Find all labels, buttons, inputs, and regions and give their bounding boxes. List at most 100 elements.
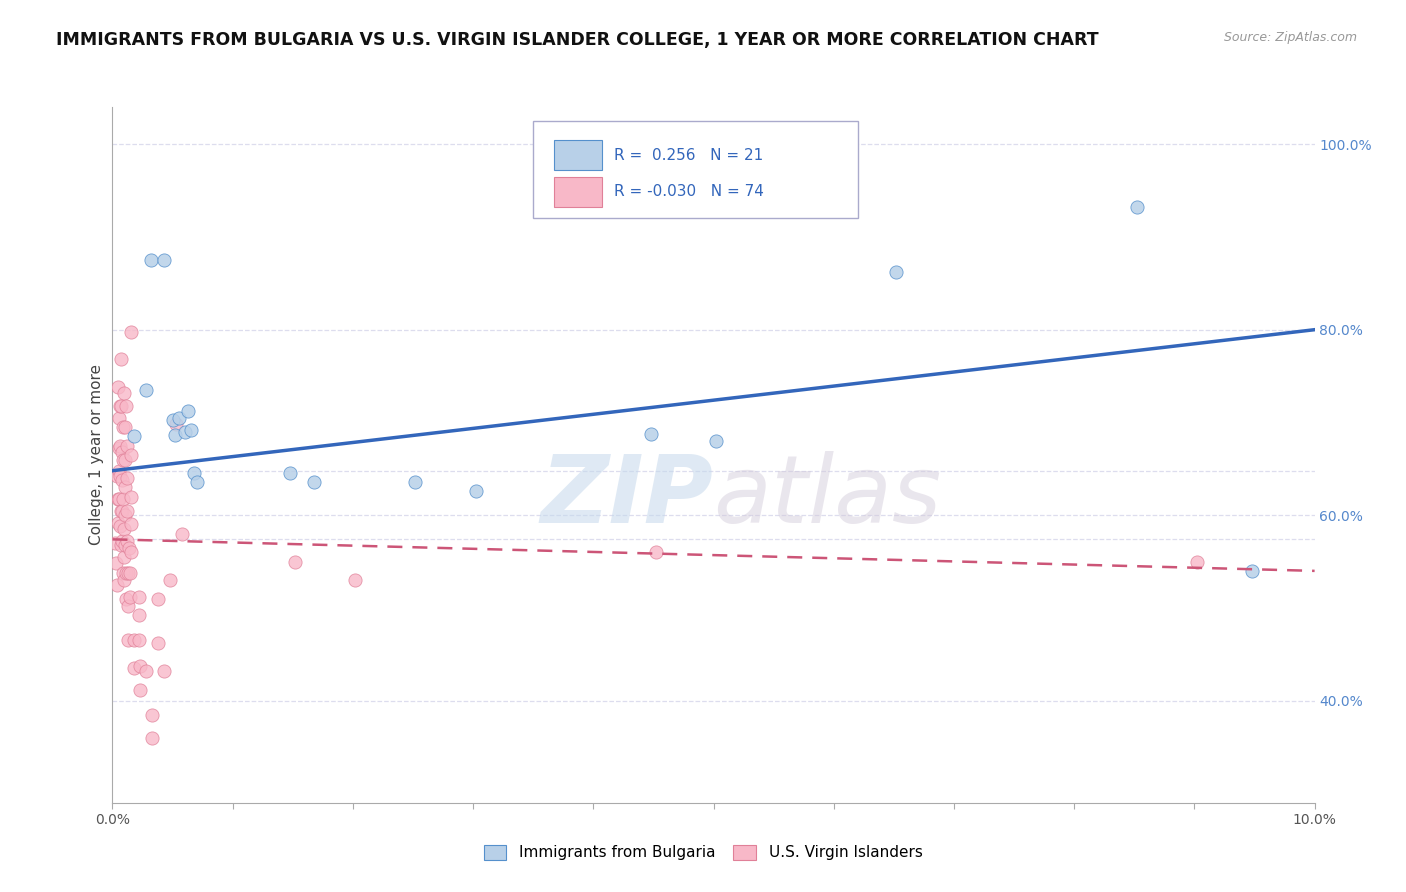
Point [120, 517, 142, 532]
Point [122, 633, 145, 648]
Point [128, 633, 150, 648]
Point [118, 590, 141, 604]
Point [110, 469, 132, 483]
Point [111, 503, 134, 517]
Point [107, 410, 129, 425]
Point [112, 522, 135, 536]
Point [180, 423, 202, 437]
Point [128, 682, 150, 697]
Point [128, 608, 150, 623]
Point [110, 445, 132, 459]
Point [172, 526, 194, 541]
Point [124, 661, 146, 675]
Point [107, 380, 129, 394]
Point [110, 538, 132, 552]
Point [114, 508, 136, 523]
Point [114, 566, 136, 580]
Point [108, 464, 131, 478]
Point [640, 426, 662, 441]
Point [162, 412, 184, 426]
Point [135, 664, 157, 678]
Text: R =  0.256   N = 21: R = 0.256 N = 21 [614, 147, 763, 162]
Point [115, 439, 138, 453]
Point [141, 707, 163, 722]
Point [1241, 564, 1264, 578]
Bar [554, 178, 602, 207]
Point [107, 491, 129, 506]
Point [117, 534, 139, 549]
Point [139, 253, 162, 268]
Point [112, 491, 135, 506]
Point [177, 404, 200, 418]
Point [120, 490, 142, 504]
Point [183, 466, 205, 480]
Point [111, 534, 134, 549]
Point [128, 658, 150, 673]
Text: Source: ZipAtlas.com: Source: ZipAtlas.com [1223, 31, 1357, 45]
Point [112, 549, 135, 564]
Text: R = -0.030   N = 74: R = -0.030 N = 74 [614, 185, 763, 200]
Point [117, 566, 139, 580]
Point [165, 417, 187, 432]
Legend: Immigrants from Bulgaria, U.S. Virgin Islanders: Immigrants from Bulgaria, U.S. Virgin Is… [478, 838, 928, 866]
Point [114, 538, 136, 552]
Point [120, 448, 142, 462]
Point [114, 452, 136, 467]
Point [108, 399, 131, 413]
Point [128, 590, 150, 604]
Point [1185, 555, 1208, 569]
Point [108, 519, 131, 533]
Y-axis label: College, 1 year or more: College, 1 year or more [89, 365, 104, 545]
Point [159, 573, 181, 587]
Point [404, 475, 426, 489]
Point [153, 253, 176, 268]
Point [464, 484, 486, 499]
Point [112, 573, 135, 587]
FancyBboxPatch shape [533, 121, 858, 219]
Point [115, 591, 138, 606]
Point [146, 591, 169, 606]
Point [108, 491, 131, 506]
Point [118, 541, 141, 555]
Point [117, 633, 139, 648]
Point [280, 466, 302, 480]
Point [884, 265, 907, 279]
Point [114, 420, 136, 434]
Point [104, 536, 127, 550]
Point [115, 503, 138, 517]
Point [148, 636, 170, 650]
Point [105, 557, 128, 571]
Point [118, 566, 141, 580]
Point [115, 399, 138, 413]
Point [111, 473, 134, 487]
Point [284, 555, 307, 569]
Point [153, 664, 176, 678]
Text: ZIP: ZIP [541, 450, 713, 542]
Point [111, 420, 134, 434]
Point [135, 383, 157, 397]
Point [163, 428, 186, 442]
Point [110, 503, 132, 517]
Point [121, 545, 143, 559]
Point [1125, 200, 1147, 214]
Point [111, 566, 134, 580]
Point [167, 410, 190, 425]
Point [115, 471, 138, 485]
Text: IMMIGRANTS FROM BULGARIA VS U.S. VIRGIN ISLANDER COLLEGE, 1 YEAR OR MORE CORRELA: IMMIGRANTS FROM BULGARIA VS U.S. VIRGIN … [56, 31, 1099, 49]
Point [120, 325, 142, 339]
Point [344, 573, 367, 587]
Bar [554, 140, 602, 169]
Point [122, 429, 145, 443]
Point [304, 475, 326, 489]
Point [110, 399, 132, 413]
Text: atlas: atlas [713, 451, 942, 542]
Point [110, 352, 132, 367]
Point [704, 434, 727, 448]
Point [141, 731, 163, 745]
Point [108, 442, 131, 456]
Point [117, 599, 139, 614]
Point [644, 545, 666, 559]
Point [108, 439, 131, 453]
Point [112, 452, 135, 467]
Point [186, 475, 208, 489]
